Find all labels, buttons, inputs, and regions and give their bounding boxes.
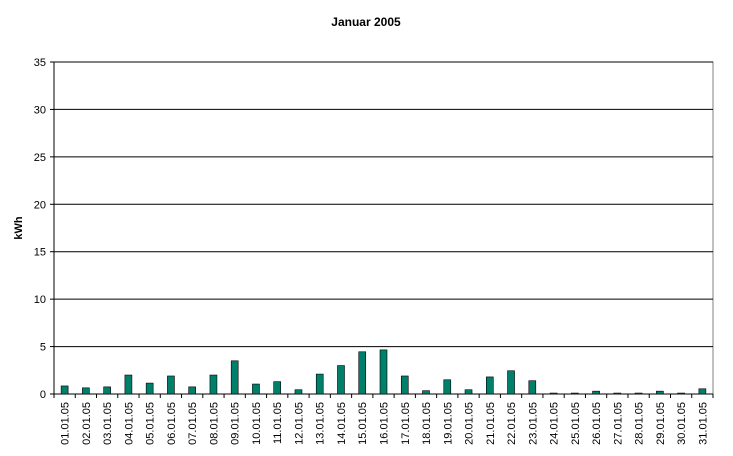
bar — [485, 376, 494, 395]
x-tick-label: 28.01.05 — [634, 402, 646, 445]
bar — [188, 386, 196, 395]
x-tick-label: 25.01.05 — [570, 402, 582, 445]
x-tick-label: 16.01.05 — [379, 402, 391, 445]
y-tick-label: 15 — [34, 247, 46, 259]
x-tick-label: 04.01.05 — [123, 402, 135, 445]
y-tick-label: 35 — [34, 57, 46, 69]
y-tick-label: 30 — [34, 104, 46, 116]
x-tick-label: 27.01.05 — [612, 402, 624, 445]
bar — [571, 392, 579, 395]
bar — [230, 360, 239, 395]
bar — [379, 349, 388, 395]
bar — [677, 392, 685, 395]
x-tick-label: 31.01.05 — [697, 402, 709, 445]
bar — [294, 389, 303, 395]
x-tick-label: 05.01.05 — [145, 402, 157, 445]
bar — [145, 382, 154, 395]
bar — [358, 351, 367, 395]
x-tick-label: 30.01.05 — [676, 402, 688, 445]
bar — [592, 390, 600, 395]
x-tick-label: 12.01.05 — [293, 402, 305, 445]
bar — [656, 390, 664, 395]
x-tick-label: 18.01.05 — [421, 402, 433, 445]
x-tick-label: 14.01.05 — [336, 402, 348, 445]
x-tick-label: 17.01.05 — [400, 402, 412, 445]
y-tick-label: 10 — [34, 294, 46, 306]
bar — [103, 386, 111, 395]
bar — [613, 392, 622, 395]
y-tick-label: 25 — [34, 152, 46, 164]
y-tick-label: 5 — [40, 342, 46, 354]
x-tick-label: 22.01.05 — [506, 402, 518, 445]
bar — [82, 387, 90, 395]
bar — [464, 389, 473, 395]
x-tick-label: 23.01.05 — [527, 402, 539, 445]
bar — [507, 370, 515, 395]
y-tick-label: 20 — [34, 199, 46, 211]
x-tick-label: 02.01.05 — [81, 402, 93, 445]
x-tick-label: 24.01.05 — [549, 402, 561, 445]
x-tick-label: 19.01.05 — [442, 402, 454, 445]
bar — [422, 390, 430, 395]
x-tick-label: 09.01.05 — [230, 402, 242, 445]
y-tick-label: 0 — [40, 389, 46, 401]
bar — [124, 374, 133, 395]
bar — [167, 375, 175, 395]
x-tick-label: 13.01.05 — [315, 402, 327, 445]
bar — [549, 392, 558, 395]
bar — [209, 374, 218, 395]
bar — [400, 375, 409, 395]
x-tick-label: 10.01.05 — [251, 402, 263, 445]
bar — [698, 388, 707, 395]
x-tick-label: 01.01.05 — [60, 402, 72, 445]
plot-area — [53, 61, 714, 395]
x-tick-label: 26.01.05 — [591, 402, 603, 445]
bar — [60, 385, 69, 395]
bar — [252, 383, 260, 395]
chart-title: Januar 2005 — [331, 15, 401, 29]
x-tick-label: 21.01.05 — [485, 402, 497, 445]
bar — [315, 373, 324, 395]
bar — [273, 381, 282, 395]
x-tick-label: 07.01.05 — [187, 402, 199, 445]
bar — [528, 380, 537, 395]
x-tick-label: 08.01.05 — [208, 402, 220, 445]
bar — [443, 379, 452, 395]
y-axis-label: kWh — [13, 216, 25, 240]
bar — [337, 365, 345, 395]
x-tick-label: 15.01.05 — [357, 402, 369, 445]
x-tick-label: 03.01.05 — [102, 402, 114, 445]
x-tick-label: 20.01.05 — [464, 402, 476, 445]
bar — [634, 392, 643, 395]
x-tick-label: 06.01.05 — [166, 402, 178, 445]
x-tick-label: 11.01.05 — [272, 402, 284, 444]
x-tick-label: 29.01.05 — [655, 402, 667, 445]
